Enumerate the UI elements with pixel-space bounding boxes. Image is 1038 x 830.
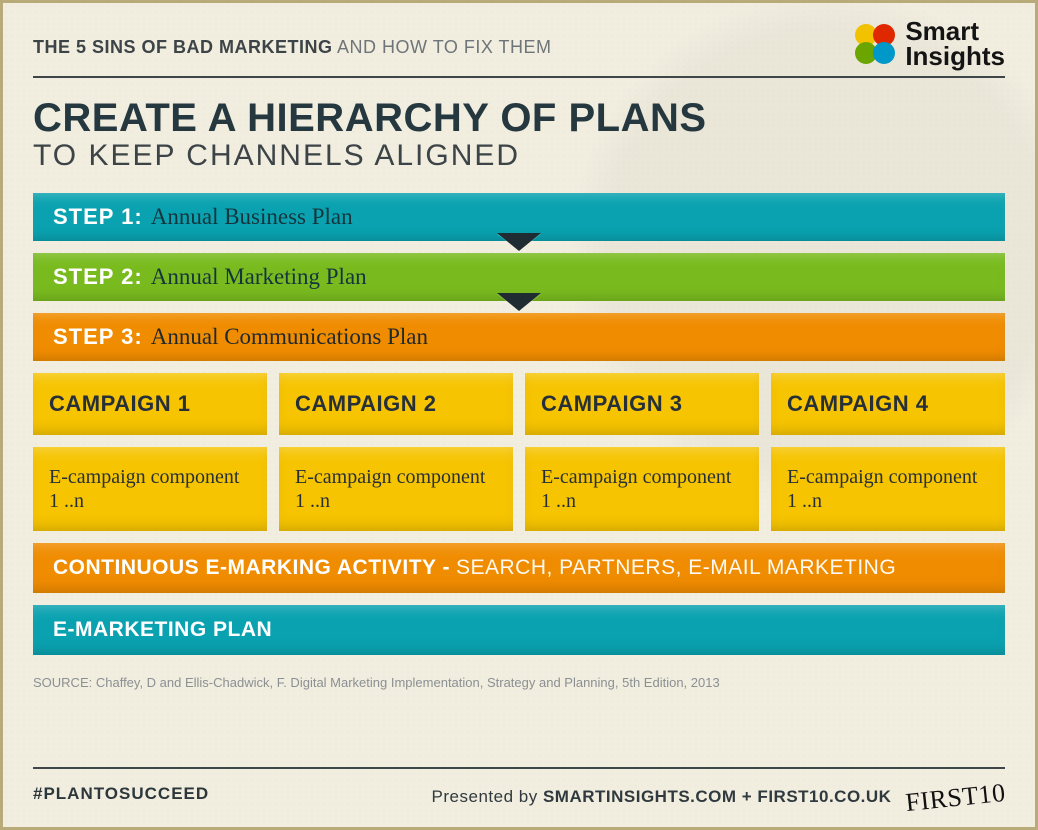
step-text: Annual Marketing Plan (151, 264, 367, 290)
logo-dot (873, 42, 895, 64)
brand-line1: Smart (905, 19, 1005, 44)
step-bar-3: STEP 3: Annual Communications Plan (33, 313, 1005, 361)
infographic-page: THE 5 SINS OF BAD MARKETING AND HOW TO F… (0, 0, 1038, 830)
campaign-header: CAMPAIGN 2 (279, 373, 513, 435)
presented-sites: SMARTINSIGHTS.COM + FIRST10.CO.UK (543, 787, 892, 806)
title-line2: TO KEEP CHANNELS ALIGNED (33, 139, 1005, 173)
title-line1: CREATE A HIERARCHY OF PLANS (33, 96, 1005, 141)
campaign-body: E-campaign component 1 ..n (279, 447, 513, 531)
header-rule (33, 76, 1005, 78)
presented-prefix: Presented by (432, 787, 543, 806)
campaign-body: E-campaign component 1 ..n (771, 447, 1005, 531)
campaign-header-row: CAMPAIGN 1 CAMPAIGN 2 CAMPAIGN 3 CAMPAIG… (33, 373, 1005, 435)
eplan-label: E-MARKETING PLAN (53, 618, 272, 642)
hashtag: #PLANTOSUCCEED (33, 784, 209, 804)
step-label: STEP 2: (53, 264, 143, 290)
campaign-body: E-campaign component 1 ..n (525, 447, 759, 531)
footer: #PLANTOSUCCEED Presented by SMARTINSIGHT… (33, 753, 1005, 809)
activity-bold: CONTINUOUS E-MARKING ACTIVITY - (53, 556, 450, 580)
footer-row: #PLANTOSUCCEED Presented by SMARTINSIGHT… (33, 779, 1005, 809)
hierarchy-stack: STEP 1: Annual Business Plan STEP 2: Ann… (33, 193, 1005, 690)
brand-line2: Insights (905, 44, 1005, 69)
brand-logo-icon (853, 22, 897, 66)
campaign-body-row: E-campaign component 1 ..n E-campaign co… (33, 447, 1005, 531)
campaign-header: CAMPAIGN 1 (33, 373, 267, 435)
first10-mark-icon: FIRST10 (904, 778, 1007, 818)
campaign-header: CAMPAIGN 4 (771, 373, 1005, 435)
campaign-body: E-campaign component 1 ..n (33, 447, 267, 531)
step-label: STEP 1: (53, 204, 143, 230)
brand-text: Smart Insights (905, 19, 1005, 68)
presented-by: Presented by SMARTINSIGHTS.COM + FIRST10… (432, 779, 1005, 809)
kicker-bold: THE 5 SINS OF BAD MARKETING (33, 37, 333, 57)
footer-rule (33, 767, 1005, 769)
eplan-bar: E-MARKETING PLAN (33, 605, 1005, 655)
activity-light: SEARCH, PARTNERS, E-MAIL MARKETING (456, 556, 896, 580)
chevron-down-icon (497, 293, 541, 311)
activity-bar: CONTINUOUS E-MARKING ACTIVITY - SEARCH, … (33, 543, 1005, 593)
step-text: Annual Communications Plan (151, 324, 428, 350)
chevron-down-icon (497, 233, 541, 251)
header: THE 5 SINS OF BAD MARKETING AND HOW TO F… (33, 37, 1005, 68)
brand: Smart Insights (853, 19, 1005, 68)
kicker-light: AND HOW TO FIX THEM (333, 37, 552, 57)
campaign-header: CAMPAIGN 3 (525, 373, 759, 435)
step-text: Annual Business Plan (151, 204, 353, 230)
kicker: THE 5 SINS OF BAD MARKETING AND HOW TO F… (33, 37, 552, 58)
step-label: STEP 3: (53, 324, 143, 350)
source-citation: SOURCE: Chaffey, D and Ellis-Chadwick, F… (33, 675, 1005, 690)
